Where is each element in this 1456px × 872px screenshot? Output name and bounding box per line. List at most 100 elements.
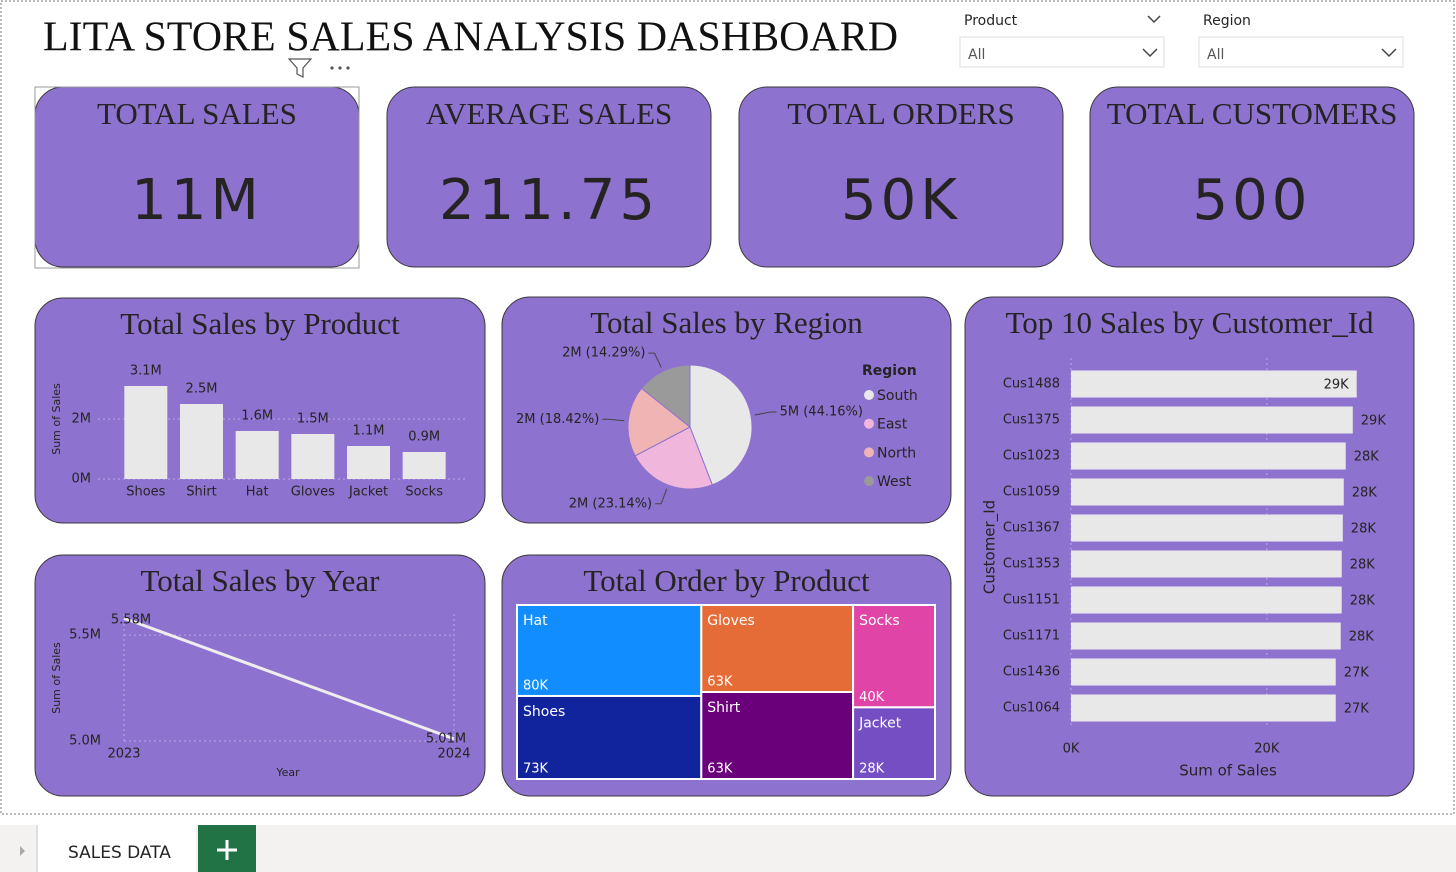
bar <box>1071 370 1357 398</box>
bar <box>235 431 279 479</box>
y-axis-title: Sum of Sales <box>50 642 63 714</box>
y-tick-label: Cus1171 <box>1003 629 1060 644</box>
data-label: 29K <box>1361 414 1387 429</box>
y-tick-label: 2M <box>72 412 92 427</box>
data-label: 28K <box>1350 558 1376 573</box>
bar <box>1071 658 1336 686</box>
pie-slice <box>689 364 753 486</box>
chevron <box>1147 15 1161 24</box>
y-tick-label: Cus1353 <box>1003 557 1060 572</box>
bar <box>124 386 168 479</box>
treemap-tile <box>516 694 703 781</box>
kpi-card <box>738 86 1064 268</box>
legend-marker <box>864 447 874 458</box>
pie-slice <box>627 387 691 457</box>
kpi-value: 50K <box>841 168 961 233</box>
bar <box>1071 694 1336 722</box>
pie-slice <box>640 364 691 429</box>
data-label: 5.58M <box>111 613 151 628</box>
y-tick-label: Cus1375 <box>1003 413 1060 428</box>
tab-scroll[interactable] <box>20 846 25 856</box>
dot <box>346 66 350 70</box>
x-tick-label: Gloves <box>291 485 335 500</box>
chart-panel <box>34 554 486 797</box>
bar <box>1071 514 1343 542</box>
y-tick-label: 5.5M <box>69 628 101 643</box>
leader-line <box>655 488 668 505</box>
filter-value: All <box>1207 47 1224 63</box>
treemap-tile <box>852 706 936 781</box>
x-tick-label: 0K <box>1063 742 1080 757</box>
legend-label: North <box>877 445 916 461</box>
pie-slice <box>634 426 713 490</box>
kpi-value: 11M <box>131 168 263 233</box>
tile-label: Gloves <box>707 613 755 629</box>
more-options[interactable] <box>330 66 350 70</box>
y-tick-label: Cus1367 <box>1003 521 1060 536</box>
data-label: 1.5M <box>297 412 329 427</box>
data-label: 28K <box>1351 522 1377 537</box>
legend-marker <box>864 418 874 429</box>
legend-marker <box>864 390 874 400</box>
bar <box>1071 622 1341 650</box>
data-label: 1.1M <box>353 424 385 439</box>
x-axis-title: Sum of Sales <box>1179 762 1277 780</box>
selection-frame <box>34 86 360 269</box>
data-label: 28K <box>1354 450 1380 465</box>
tile-label: Hat <box>523 613 548 629</box>
bar <box>1071 478 1344 506</box>
kpi-label: TOTAL SALES <box>97 96 297 131</box>
data-label: 2M (14.29%) <box>562 346 645 361</box>
canvas-frame <box>0 0 1455 815</box>
legend-title: Region <box>862 363 917 379</box>
y-axis-title: Customer_Id <box>981 500 1000 594</box>
data-label: 28K <box>1350 594 1376 609</box>
filter-label: Product <box>964 13 1018 29</box>
x-tick-label: Socks <box>405 485 443 500</box>
dot <box>338 66 342 70</box>
line <box>123 616 455 741</box>
tab[interactable] <box>38 825 196 872</box>
chart-title: Total Order by Product <box>583 563 870 598</box>
data-label: 2M (23.14%) <box>569 496 652 511</box>
chart-title: Total Sales by Year <box>141 563 381 598</box>
plus-icon <box>217 840 237 860</box>
treemap-tile <box>700 604 855 693</box>
x-tick-label: Jacket <box>348 485 388 500</box>
bar <box>1071 586 1342 614</box>
data-label: 5M (44.16%) <box>780 405 863 420</box>
kpi-value: 500 <box>1193 168 1312 233</box>
data-label: 63K <box>707 762 733 777</box>
tile-label: Shoes <box>523 704 565 720</box>
tile-label: Jacket <box>858 715 902 731</box>
x-tick-label: 20K <box>1254 742 1280 757</box>
filter-label: Region <box>1203 13 1251 29</box>
legend-label: East <box>877 417 908 433</box>
filter-icon[interactable] <box>287 58 313 78</box>
y-tick-label: 0M <box>72 472 92 487</box>
y-tick-label: Cus1064 <box>1003 701 1060 716</box>
kpi-card <box>386 86 712 268</box>
data-label: 29K <box>1324 378 1350 393</box>
leader-line <box>754 411 777 416</box>
data-label: 27K <box>1344 666 1370 681</box>
data-label: 80K <box>523 678 549 693</box>
y-axis-title: Sum of Sales <box>50 383 63 455</box>
bar <box>1071 406 1353 434</box>
data-label: 2.5M <box>186 382 218 397</box>
chart-title: Top 10 Sales by Customer_Id <box>1005 305 1374 340</box>
x-axis-title: Year <box>275 766 300 779</box>
chevron <box>1142 48 1158 58</box>
data-label: 63K <box>707 675 733 690</box>
kpi-label: TOTAL CUSTOMERS <box>1107 96 1398 131</box>
chart-title: Total Sales by Product <box>120 306 400 341</box>
x-tick-label: 2024 <box>437 747 470 762</box>
legend-marker <box>864 476 874 487</box>
filter-dropdown[interactable] <box>959 36 1165 68</box>
data-label: 27K <box>1344 702 1370 717</box>
x-tick-label: Shirt <box>186 485 217 500</box>
filter-dropdown[interactable] <box>1198 36 1404 68</box>
x-tick-label: Shoes <box>126 485 165 500</box>
x-tick-label: Hat <box>246 485 269 500</box>
filter-value: All <box>968 47 985 63</box>
